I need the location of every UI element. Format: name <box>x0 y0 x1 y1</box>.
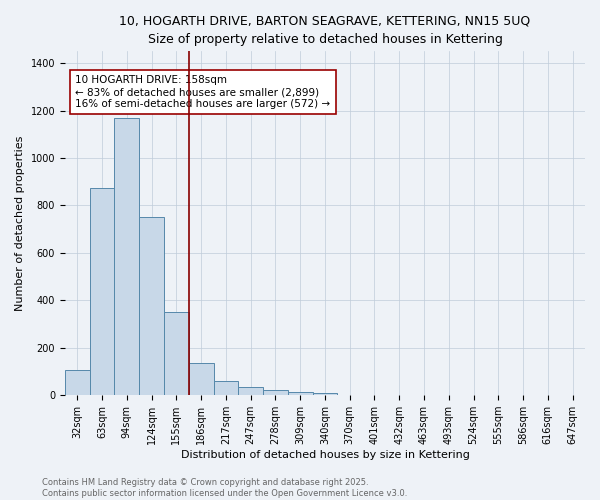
Title: 10, HOGARTH DRIVE, BARTON SEAGRAVE, KETTERING, NN15 5UQ
Size of property relativ: 10, HOGARTH DRIVE, BARTON SEAGRAVE, KETT… <box>119 15 530 46</box>
Bar <box>263 390 288 395</box>
Bar <box>238 387 263 395</box>
Bar <box>313 393 337 395</box>
Bar <box>214 380 238 395</box>
Bar <box>89 188 115 395</box>
Text: 10 HOGARTH DRIVE: 158sqm
← 83% of detached houses are smaller (2,899)
16% of sem: 10 HOGARTH DRIVE: 158sqm ← 83% of detach… <box>76 76 331 108</box>
Bar <box>189 362 214 395</box>
X-axis label: Distribution of detached houses by size in Kettering: Distribution of detached houses by size … <box>181 450 469 460</box>
Bar <box>288 392 313 395</box>
Bar <box>139 218 164 395</box>
Text: Contains HM Land Registry data © Crown copyright and database right 2025.
Contai: Contains HM Land Registry data © Crown c… <box>42 478 407 498</box>
Bar <box>164 312 189 395</box>
Bar <box>115 118 139 395</box>
Y-axis label: Number of detached properties: Number of detached properties <box>15 136 25 311</box>
Bar <box>65 370 89 395</box>
